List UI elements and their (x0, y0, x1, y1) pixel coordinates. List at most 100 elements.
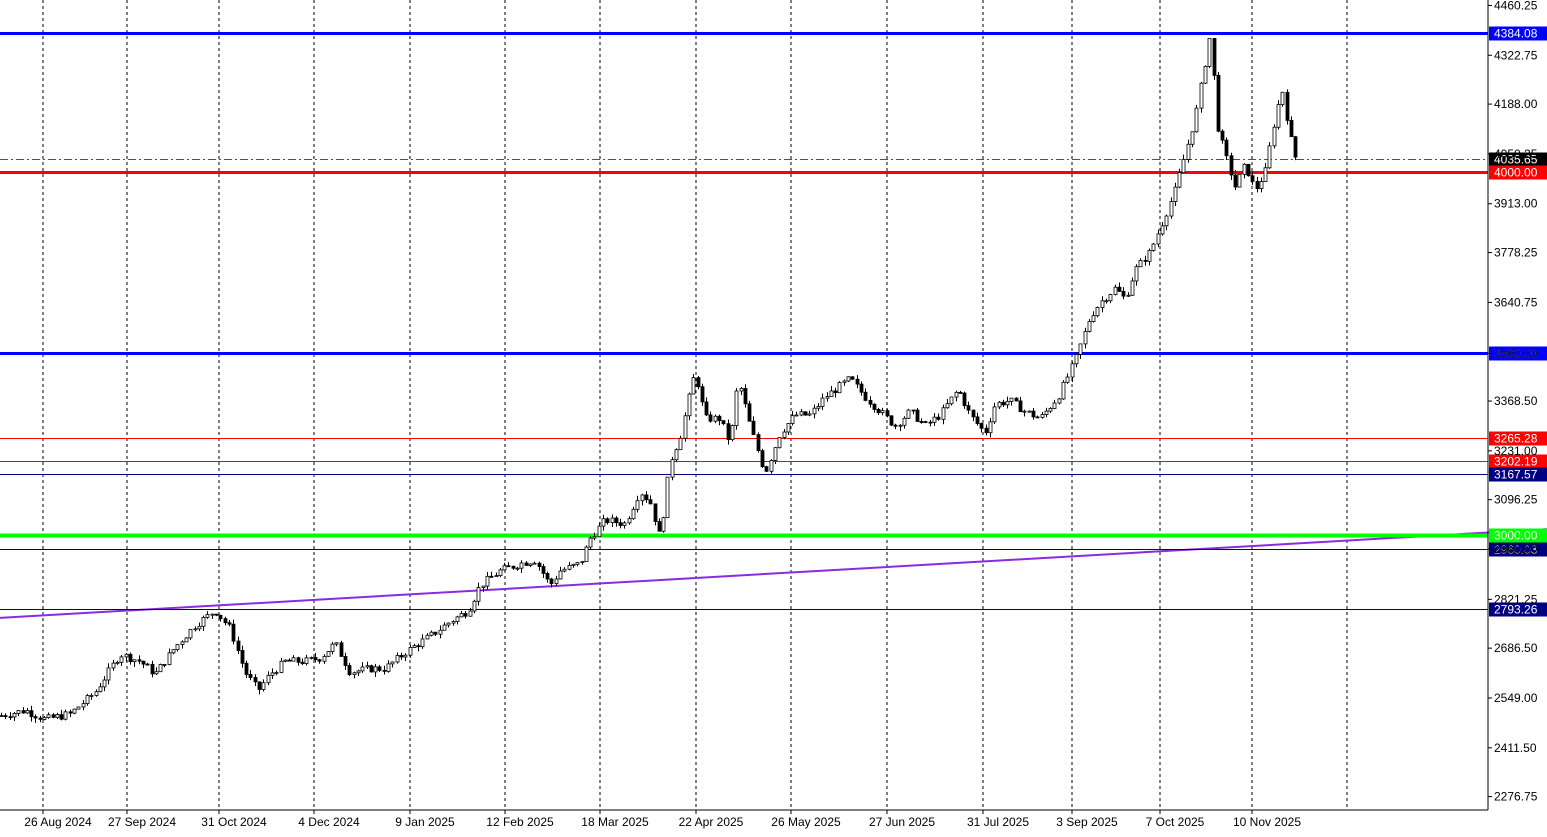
level-price-label: 3500.00 (1494, 347, 1538, 361)
candle-body (760, 450, 765, 468)
candle-body (412, 645, 417, 648)
candle-body (1156, 233, 1161, 245)
x-tick-label: 31 Oct 2024 (201, 815, 267, 829)
candle-body (790, 415, 795, 424)
candle-body (1130, 280, 1135, 296)
level-price-tag (1489, 26, 1547, 41)
x-tick-label: 31 Jul 2025 (967, 815, 1029, 829)
candle-body (1181, 159, 1186, 174)
candle-body (683, 415, 688, 439)
candle-body (820, 397, 825, 407)
candle-body (893, 424, 898, 427)
candle-body (1164, 215, 1169, 227)
x-tick-label: 26 May 2025 (771, 815, 841, 829)
candle-body (502, 565, 507, 571)
candle-body (21, 710, 26, 714)
candle-body (416, 645, 421, 648)
level-price-label: 4384.08 (1494, 27, 1538, 41)
candle-body (618, 522, 623, 526)
x-tick-label: 22 Apr 2025 (679, 815, 744, 829)
candle-body (558, 570, 563, 580)
candle-body (975, 416, 980, 424)
candle-body (296, 657, 301, 663)
candle-body (115, 661, 120, 664)
candle-body (94, 691, 99, 696)
candles-layer (0, 38, 1298, 723)
candle-body (313, 656, 318, 661)
candle-body (1255, 180, 1260, 190)
candle-body (171, 649, 176, 654)
candle-body (605, 518, 610, 524)
candle-body (330, 643, 335, 652)
candle-body (825, 396, 830, 399)
candle-body (984, 427, 989, 434)
candle-body (1263, 167, 1268, 182)
candle-body (889, 415, 894, 426)
candle-body (287, 659, 292, 662)
candle-body (919, 421, 924, 423)
y-tick-label: 2276.75 (1494, 790, 1538, 804)
candle-body (979, 423, 984, 429)
candle-body (876, 409, 881, 414)
candle-body (1233, 174, 1238, 188)
candle-body (1147, 250, 1152, 262)
candle-body (1134, 266, 1139, 282)
candle-body (1087, 321, 1092, 332)
candle-body (1216, 74, 1221, 132)
candle-body (1022, 410, 1027, 413)
candle-body (1065, 376, 1070, 383)
candle-body (1040, 414, 1045, 418)
candle-body (545, 573, 550, 580)
y-tick-label: 3913.00 (1494, 197, 1538, 211)
candle-body (541, 566, 546, 574)
level-price-tag (1489, 165, 1547, 180)
candle-body (425, 634, 430, 640)
candle-body (106, 667, 111, 681)
candle-body (102, 679, 107, 688)
candle-body (1117, 286, 1122, 292)
candle-body (532, 562, 537, 565)
candle-body (696, 377, 701, 388)
x-tick-label: 26 Aug 2024 (24, 815, 92, 829)
candle-body (1009, 397, 1014, 402)
candle-body (653, 503, 658, 522)
x-tick-label: 27 Sep 2024 (108, 815, 176, 829)
candle-body (403, 654, 408, 658)
candle-body (1250, 175, 1255, 182)
candle-body (1005, 401, 1010, 406)
candle-body (954, 391, 959, 398)
level-price-tag (1489, 346, 1547, 361)
candle-body (85, 695, 90, 704)
candle-body (429, 631, 434, 636)
candle-body (1027, 410, 1032, 413)
candle-body (1177, 172, 1182, 188)
candle-body (29, 710, 34, 718)
candle-body (12, 713, 17, 718)
candle-body (730, 425, 735, 441)
candle-body (1057, 398, 1062, 404)
candle-body (334, 642, 339, 645)
trendline-layer (0, 528, 1547, 619)
y-tick-label: 2411.50 (1494, 741, 1537, 755)
candle-body (1143, 259, 1148, 262)
candle-body (571, 563, 576, 566)
candle-body (799, 411, 804, 416)
candle-body (463, 613, 468, 617)
candle-body (911, 409, 916, 412)
candle-body (317, 659, 322, 662)
y-tick-label: 3500.00 (1494, 346, 1538, 360)
level-price-label: 3202.19 (1494, 455, 1538, 469)
candle-body (872, 403, 877, 410)
candle-body (390, 661, 395, 665)
candle-body (1018, 400, 1023, 413)
candle-body (661, 517, 666, 532)
candle-body (132, 659, 137, 663)
candle-body (1104, 300, 1109, 303)
candle-body (356, 670, 361, 674)
candle-body (218, 614, 223, 620)
candle-body (442, 624, 447, 631)
candle-body (1220, 130, 1225, 141)
